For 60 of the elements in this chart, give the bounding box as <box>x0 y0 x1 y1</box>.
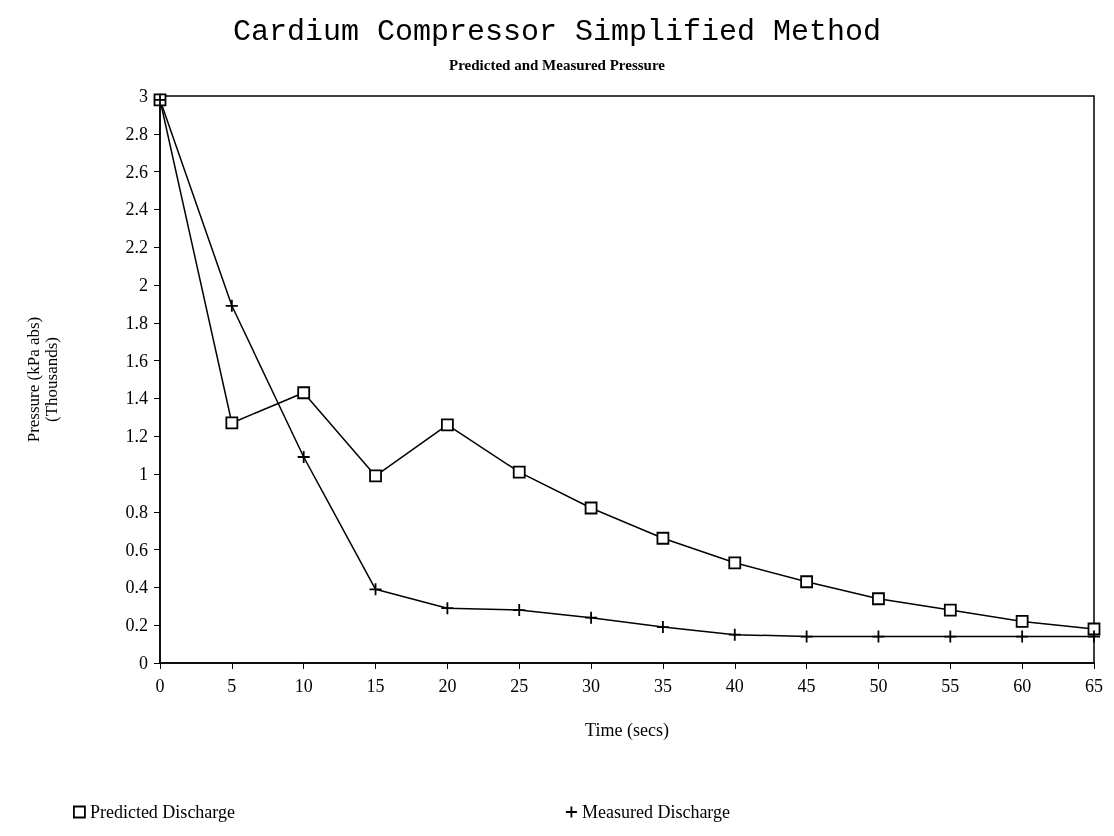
y-tick-label: 1.8 <box>125 312 148 333</box>
x-tick-label: 55 <box>941 676 960 696</box>
y-tick-label: 2.2 <box>125 237 148 258</box>
x-tick-label: 30 <box>582 676 601 696</box>
point <box>512 603 527 617</box>
y-tick-label: 0 <box>139 653 148 673</box>
y-tick-label: 1 <box>139 464 148 484</box>
point <box>440 418 454 432</box>
point <box>656 620 670 634</box>
y-tick-label: 2.6 <box>125 161 148 182</box>
x-tick-label: 5 <box>227 676 237 696</box>
y-tick-label: 0.8 <box>125 501 148 522</box>
y-tick-label: 1.4 <box>125 388 148 409</box>
point <box>728 556 742 570</box>
x-tick-label: 50 <box>869 676 888 696</box>
point <box>297 386 311 400</box>
point <box>872 592 885 606</box>
y-tick-label: 2.4 <box>125 199 148 220</box>
y-tick-label: 2.8 <box>125 123 148 144</box>
point <box>440 601 455 616</box>
legend-label: Measured Discharge <box>581 802 731 822</box>
point <box>871 629 886 644</box>
x-tick-label: 45 <box>797 676 816 696</box>
x-axis-title: Time (secs) <box>585 720 669 741</box>
x-tick-label: 15 <box>366 676 385 696</box>
point <box>584 610 598 625</box>
point <box>943 603 957 617</box>
point <box>1087 629 1101 644</box>
x-tick-label: 10 <box>294 676 313 696</box>
point <box>369 469 382 483</box>
x-tick-label: 0 <box>155 676 165 696</box>
point <box>1015 629 1030 644</box>
y-axis-title: Pressure (kPa abs) (Thousands) <box>23 316 61 443</box>
point <box>512 465 526 479</box>
x-tick-label: 40 <box>725 676 744 696</box>
chart-title: Cardium Compressor Simplified Method <box>232 15 882 49</box>
point <box>943 629 958 644</box>
point <box>799 629 814 644</box>
point <box>800 575 814 589</box>
y-tick-label: 1.2 <box>125 426 148 447</box>
point <box>224 298 239 313</box>
point <box>1015 615 1029 628</box>
y-tick-label: 0.4 <box>125 577 148 598</box>
y-tick-label: 1.6 <box>125 350 148 371</box>
x-tick-label: 20 <box>438 676 457 696</box>
point <box>296 450 311 464</box>
x-tick-label: 65 <box>1085 676 1103 696</box>
x-tick-label: 25 <box>510 676 529 696</box>
y-tick-label: 0.6 <box>125 539 148 560</box>
point <box>368 582 383 597</box>
x-tick-label: 35 <box>653 676 672 696</box>
point <box>656 531 670 545</box>
legend-label: Predicted Discharge <box>89 802 236 822</box>
point <box>225 416 239 430</box>
point <box>727 627 742 642</box>
x-tick-label: 60 <box>1013 676 1032 696</box>
y-tick-label: 0.2 <box>125 615 148 636</box>
y-tick-label: 3 <box>139 86 148 106</box>
y-tick-label: 2 <box>139 275 148 295</box>
chart-subtitle: Predicted and Measured Pressure <box>449 56 666 73</box>
